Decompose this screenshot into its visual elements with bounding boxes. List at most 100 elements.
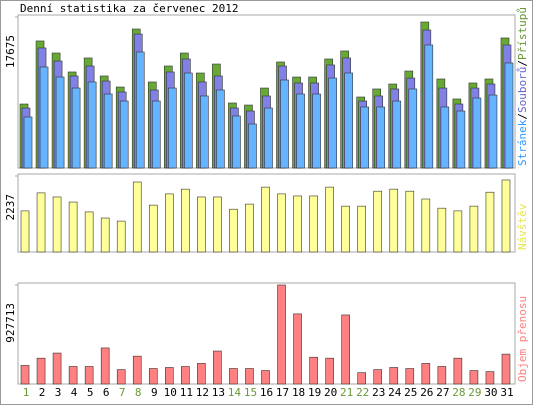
x-tick-label: 18 [292,386,305,399]
bar [485,371,495,385]
bar [440,106,450,169]
legend-entry: Stránek [516,119,529,166]
bar [100,347,110,385]
bar [20,210,30,253]
bar [485,191,495,253]
x-tick-label: 10 [164,386,177,399]
x-tick-label: 9 [151,386,158,399]
x-tick-label: 29 [468,386,481,399]
x-tick-label: 20 [324,386,337,399]
bar [229,368,238,385]
panel-frame [17,282,516,385]
bar [501,353,511,385]
x-tick-label: 27 [436,386,449,399]
x-tick-label: 2 [39,386,46,399]
x-tick-label: 17 [276,386,289,399]
bar [261,370,270,385]
bar [264,107,273,169]
bar [197,363,206,385]
x-tick-label: 28 [452,386,465,399]
x-tick-label: 23 [372,386,385,399]
bar [165,193,174,253]
x-tick-label: 31 [500,386,513,399]
bar [341,314,350,385]
bar [135,51,145,169]
legend-separator: / [516,60,529,67]
legend: Stránek/Souborů/Přístupů [516,7,529,166]
x-tick-label: 24 [388,386,402,399]
bar [84,366,94,385]
bar [421,363,431,385]
x-tick-label: 22 [356,386,369,399]
bar [277,193,286,253]
x-tick-label: 19 [308,386,321,399]
bar [55,76,65,169]
bar [453,210,463,253]
legend: Návštěv [516,203,529,250]
bar [36,357,46,385]
bar [293,195,302,253]
legend-entry: Přístupů [516,7,529,60]
legend-entry: Objem přenosu [516,296,529,382]
bar [216,89,225,169]
bar [405,368,415,385]
bar [132,355,142,385]
bar [20,365,30,385]
bar [132,181,142,253]
bar [421,198,431,253]
bar [357,372,366,385]
bar [181,366,190,385]
bar [280,79,289,169]
bar [200,95,209,169]
bar [36,192,46,253]
bar [504,62,514,169]
x-tick-label: 11 [180,386,193,399]
x-tick-label: 5 [87,386,94,399]
bar [389,188,399,253]
bar [184,72,193,169]
bar [360,106,369,169]
bar [328,77,337,169]
bar [103,93,113,169]
x-tick-label: 14 [228,386,242,399]
bar [197,196,206,253]
bar [325,357,334,385]
bar [453,357,463,385]
bar [293,313,302,385]
y-tick-label: 927713 [4,303,17,343]
x-tick-label: 26 [420,386,433,399]
bar [376,106,386,169]
y-tick-label: 17675 [4,35,17,68]
bar [472,97,482,169]
bar [325,186,334,253]
x-tick-label: 7 [119,386,126,399]
bar [119,100,129,169]
x-tick-label: 6 [103,386,110,399]
bar [232,115,241,169]
bar [168,87,177,169]
bar [84,211,94,253]
bar [71,87,81,169]
x-tick-label: 21 [340,386,353,399]
x-tick-label: 8 [135,386,142,399]
bar [389,367,399,385]
bar [245,203,254,253]
legend-separator: / [516,113,529,120]
legend: Objem přenosu [516,296,529,382]
bar [309,195,318,253]
bar [469,370,479,385]
bar [68,201,78,253]
bar [87,81,97,169]
bar [229,208,238,253]
chart-title: Denní statistika za červenec 2012 [20,2,239,15]
bar [39,66,49,169]
bar [151,100,161,169]
x-tick-label: 1 [23,386,30,399]
bar [100,217,110,253]
bar [469,205,479,253]
bar [392,100,402,169]
legend-entry: Návštěv [516,203,529,250]
bar [248,123,257,169]
bar [52,196,62,253]
bar [181,188,190,253]
